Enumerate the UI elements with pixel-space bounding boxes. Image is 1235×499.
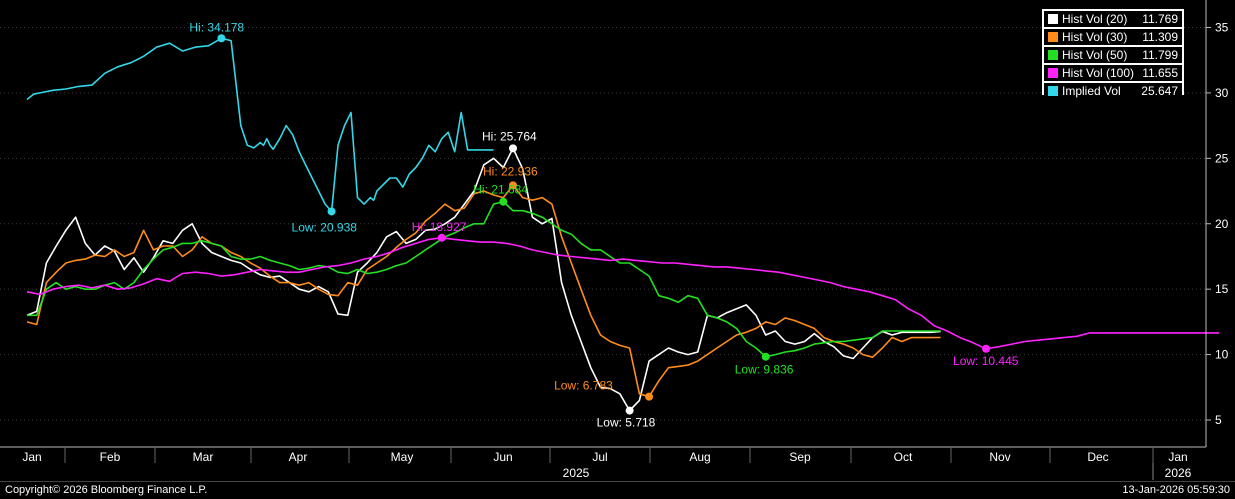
legend-label: Hist Vol (50)	[1062, 48, 1128, 62]
annotation-marker	[645, 392, 654, 401]
x-tick-label: Oct	[894, 450, 913, 464]
legend-label: Hist Vol (30)	[1062, 30, 1128, 44]
legend-item: Hist Vol (20) 11.769	[1044, 11, 1182, 27]
x-tick-label: Jan	[1168, 450, 1187, 464]
annotation-marker	[437, 233, 446, 242]
annotation-label: Low: 6.783	[554, 379, 613, 393]
legend-item: Hist Vol (30) 11.309	[1044, 29, 1182, 45]
y-tick-label: 5	[1215, 413, 1222, 427]
legend-swatch	[1048, 68, 1058, 78]
x-tick-label: Nov	[989, 450, 1010, 464]
x-tick-label: May	[391, 450, 414, 464]
legend-swatch	[1048, 50, 1058, 60]
annotation-marker	[217, 34, 226, 43]
series-line-1	[26, 184, 941, 398]
annotation-label: Hi: 25.764	[482, 129, 537, 143]
annotation-label: Hi: 22.936	[483, 164, 538, 178]
annotation-marker	[509, 144, 517, 153]
annotation-label: Low: 5.718	[597, 416, 656, 430]
legend-value: 25.647	[1141, 84, 1178, 98]
legend-swatch	[1048, 14, 1058, 24]
legend-label: Implied Vol	[1062, 84, 1121, 98]
legend-label: Hist Vol (100)	[1062, 66, 1135, 80]
y-tick-label: 30	[1215, 86, 1229, 100]
x-axis: Jan Feb Mar Apr May Jun Jul Aug Sep Oct Nov Dec Jan 2…	[0, 446, 1206, 480]
chart-annotations: Hi: 34.178 Low: 20.938 Hi: 25.764 Low: 5.71…	[189, 20, 1018, 429]
y-axis: 5 10 15 20 25 30 35	[1205, 0, 1229, 447]
annotation-marker	[625, 406, 634, 415]
x-tick-label: Aug	[689, 450, 710, 464]
x-tick-label: Jun	[493, 450, 512, 464]
annotation-label: Low: 10.445	[953, 354, 1019, 368]
x-tick-label: Jul	[592, 450, 607, 464]
chart-legend: Hist Vol (20) 11.769 Hist Vol (30) 11.30…	[1042, 9, 1184, 99]
copyright-text: Copyright© 2026 Bloomberg Finance L.P.	[5, 484, 208, 496]
y-tick-label: 15	[1215, 282, 1229, 296]
y-tick-label: 25	[1215, 151, 1229, 165]
annotation-marker	[327, 207, 336, 216]
annotation-marker	[982, 344, 991, 353]
footer-divider	[0, 481, 1235, 482]
legend-value: 11.769	[1142, 12, 1178, 26]
annotation-marker	[509, 181, 517, 190]
series-line-3	[26, 237, 1220, 350]
y-tick-label: 35	[1215, 21, 1229, 35]
x-tick-label: Feb	[100, 450, 121, 464]
annotation-marker	[499, 197, 508, 206]
legend-item: Hist Vol (100) 11.655	[1044, 65, 1182, 81]
x-tick-label: Apr	[289, 450, 308, 464]
chart-series	[26, 37, 1220, 412]
annotation-label: Low: 20.938	[292, 220, 358, 234]
legend-item: Implied Vol 25.647	[1044, 83, 1182, 99]
y-tick-label: 10	[1215, 348, 1229, 362]
series-line-2	[27, 200, 941, 358]
x-tick-label: Dec	[1087, 450, 1108, 464]
series-line-4	[26, 37, 494, 213]
legend-swatch	[1048, 32, 1058, 42]
legend-swatch	[1048, 86, 1058, 96]
x-year-label: 2026	[1165, 466, 1192, 480]
x-tick-label: Sep	[789, 450, 811, 464]
legend-value: 11.655	[1142, 66, 1178, 80]
legend-value: 11.309	[1142, 30, 1178, 44]
timestamp-text: 13-Jan-2026 05:59:30	[1122, 484, 1230, 496]
annotation-label: Hi: 21.684	[473, 183, 528, 197]
x-tick-label: Mar	[193, 450, 214, 464]
annotation-label: Hi: 34.178	[189, 20, 244, 34]
x-tick-label: Jan	[22, 450, 41, 464]
annotation-label: Hi: 18.927	[412, 220, 467, 234]
annotation-label: Low: 9.836	[735, 363, 794, 377]
x-year-label: 2025	[563, 466, 590, 480]
legend-value: 11.799	[1142, 48, 1178, 62]
volatility-chart: Hi: 34.178 Low: 20.938 Hi: 25.764 Low: 5.71…	[0, 0, 1229, 480]
y-tick-label: 20	[1215, 217, 1229, 231]
legend-item: Hist Vol (50) 11.799	[1044, 47, 1182, 63]
chart-grid	[0, 27, 1206, 421]
annotation-marker	[761, 352, 770, 361]
legend-label: Hist Vol (20)	[1062, 12, 1128, 26]
series-line-0	[26, 147, 941, 412]
